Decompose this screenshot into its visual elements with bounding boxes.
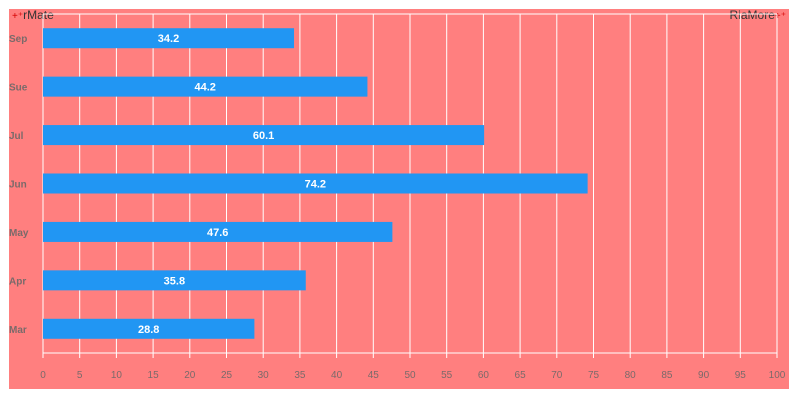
y-category-label: Apr [9,276,26,287]
bar [43,221,393,242]
x-tick-label: 75 [588,370,600,381]
x-tick-label: 95 [735,370,747,381]
y-category-label: Mar [9,325,27,336]
bar [43,76,368,97]
bar [43,173,588,194]
brand-left-text: rMate [23,8,54,22]
bar-value-label: 34.2 [158,33,179,45]
value-axis: 0 5 10 15 20 25 30 35 40 45 50 55 60 65 70 75 80 85 90 95 10… [40,370,786,381]
x-tick-label: 70 [551,370,563,381]
x-tick-label: 0 [40,370,46,381]
bar [43,318,255,339]
y-category-label: Jun [9,180,27,191]
x-tick-label: 25 [221,370,233,381]
bar-value-label: 47.6 [207,227,228,239]
brand-label-right: RiaMore+⁺ [730,8,786,22]
y-category-label: May [9,228,29,239]
x-tick-label: 65 [515,370,527,381]
bar-value-label: 74.2 [305,179,326,191]
x-tick-label: 55 [441,370,453,381]
brand-mark-icon: +⁺ [12,11,24,22]
bar-value-label: 60.1 [253,130,274,142]
x-tick-label: 60 [478,370,490,381]
x-tick-label: 40 [331,370,343,381]
y-category-label: Sue [9,83,28,94]
x-tick-label: 85 [661,370,673,381]
x-tick-label: 10 [111,370,123,381]
x-tick-label: 100 [769,370,786,381]
x-tick-label: 50 [404,370,416,381]
brand-label-left: +⁺rMate [12,8,54,22]
bar-value-label: 28.8 [138,324,159,336]
x-tick-label: 5 [77,370,83,381]
bar [43,270,306,291]
category-axis: Mar Apr May Jun Jul Sue Sep [9,34,29,336]
brand-mark-icon: +⁺ [774,11,786,22]
y-category-label: Jul [9,131,24,142]
x-tick-label: 80 [625,370,637,381]
x-tick-label: 90 [698,370,710,381]
x-tick-label: 30 [258,370,270,381]
bar-value-label: 44.2 [195,82,216,94]
bar [43,125,485,146]
y-category-label: Sep [9,34,27,45]
bar [43,28,295,49]
x-tick-label: 15 [148,370,160,381]
x-tick-label: 20 [184,370,196,381]
bar-value-label: 35.8 [164,275,185,287]
x-tick-label: 35 [294,370,306,381]
brand-right-text: RiaMore [729,8,775,22]
bars-group: 28.8 35.8 47.6 74.2 60.1 44.2 34.2 [43,28,588,339]
x-tick-label: 45 [368,370,380,381]
